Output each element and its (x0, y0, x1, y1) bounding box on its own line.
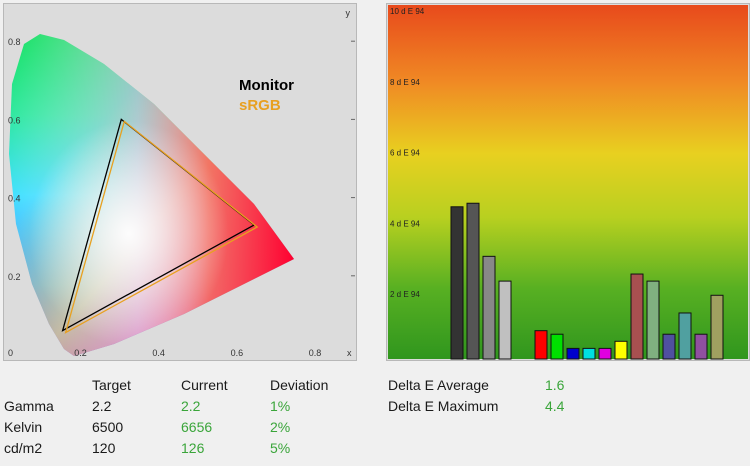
x-tick-label: 0.6 (231, 348, 244, 358)
delta-e-axes: 10 d E 94 8 d E 94 6 d E 94 4 d E 94 2 d E 9… (390, 7, 425, 299)
cie-diagram: y 0.8 0.6 0.4 0.2 0 0.2 0.4 0.6 0.8 x Monitor sRGB (8, 8, 355, 358)
header-deviation: Deviation (270, 377, 329, 393)
delta-e-bar (614, 340, 628, 360)
y-tick-label: 0 (8, 348, 13, 358)
delta-e-bar (598, 347, 612, 360)
delta-e-bar (498, 280, 512, 360)
delta-e-maximum-label: Delta E Maximum (388, 398, 499, 414)
luminance-target: 120 (92, 440, 116, 456)
delta-e-chart: 10 d E 94 8 d E 94 6 d E 94 4 d E 94 2 d E 9… (388, 5, 748, 360)
y-tick-label: 0.2 (8, 272, 21, 282)
delta-e-maximum-value: 4.4 (545, 398, 565, 414)
row-label-gamma: Gamma (4, 398, 54, 414)
delta-e-bar (630, 273, 644, 360)
x-tick-label: 0.2 (74, 348, 87, 358)
srgb-gamut-triangle (64, 120, 259, 334)
header-target: Target (92, 377, 131, 393)
delta-e-bars (450, 202, 724, 360)
delta-e-bar (450, 206, 464, 360)
legend-srgb: sRGB (239, 97, 281, 114)
delta-e-y-tick-label: 2 d E 94 (390, 290, 420, 299)
delta-e-y-tick-label: 4 d E 94 (390, 219, 420, 228)
gamma-current: 2.2 (181, 398, 201, 414)
kelvin-deviation: 2% (270, 419, 291, 435)
delta-e-panel: 10 d E 94 8 d E 94 6 d E 94 4 d E 94 2 d E 9… (386, 3, 750, 361)
delta-e-average-label: Delta E Average (388, 377, 489, 393)
delta-e-bar (662, 333, 676, 360)
delta-e-y-tick-label: 8 d E 94 (390, 78, 420, 87)
delta-e-bar (582, 347, 596, 360)
delta-e-bar (678, 312, 692, 360)
delta-e-y-tick-label: 10 d E 94 (390, 7, 425, 16)
kelvin-current: 6656 (181, 419, 213, 435)
gamma-target: 2.2 (92, 398, 112, 414)
delta-e-average-value: 1.6 (545, 377, 565, 393)
luminance-deviation: 5% (270, 440, 291, 456)
y-tick-label: 0.6 (8, 115, 21, 125)
kelvin-target: 6500 (92, 419, 124, 435)
cie-series (61, 118, 259, 334)
y-tick-label: 0.4 (8, 194, 21, 204)
delta-e-y-tick-label: 6 d E 94 (390, 149, 420, 158)
delta-e-bar (710, 294, 724, 360)
luminance-current: 126 (181, 440, 205, 456)
delta-e-background (388, 5, 748, 359)
delta-e-bar (550, 333, 564, 360)
row-label-kelvin: Kelvin (4, 419, 43, 435)
y-axis-label: y (346, 8, 351, 18)
gamma-deviation: 1% (270, 398, 291, 414)
delta-e-bar (694, 333, 708, 360)
delta-e-bar (482, 255, 496, 360)
delta-e-bar (534, 330, 548, 360)
cie-axes: y 0.8 0.6 0.4 0.2 0 0.2 0.4 0.6 0.8 x (8, 8, 355, 358)
row-label-luminance: cd/m2 (4, 440, 43, 456)
delta-e-bar (566, 347, 580, 360)
x-tick-label: 0.4 (152, 348, 165, 358)
x-axis-label: x (347, 348, 352, 358)
delta-e-bar (646, 280, 660, 360)
delta-e-bar (466, 202, 480, 360)
x-tick-label: 0.8 (309, 348, 322, 358)
y-tick-label: 0.8 (8, 37, 21, 47)
cie-diagram-panel: y 0.8 0.6 0.4 0.2 0 0.2 0.4 0.6 0.8 x Monitor sRGB (3, 3, 357, 361)
legend-monitor: Monitor (239, 77, 294, 94)
header-current: Current (181, 377, 228, 393)
